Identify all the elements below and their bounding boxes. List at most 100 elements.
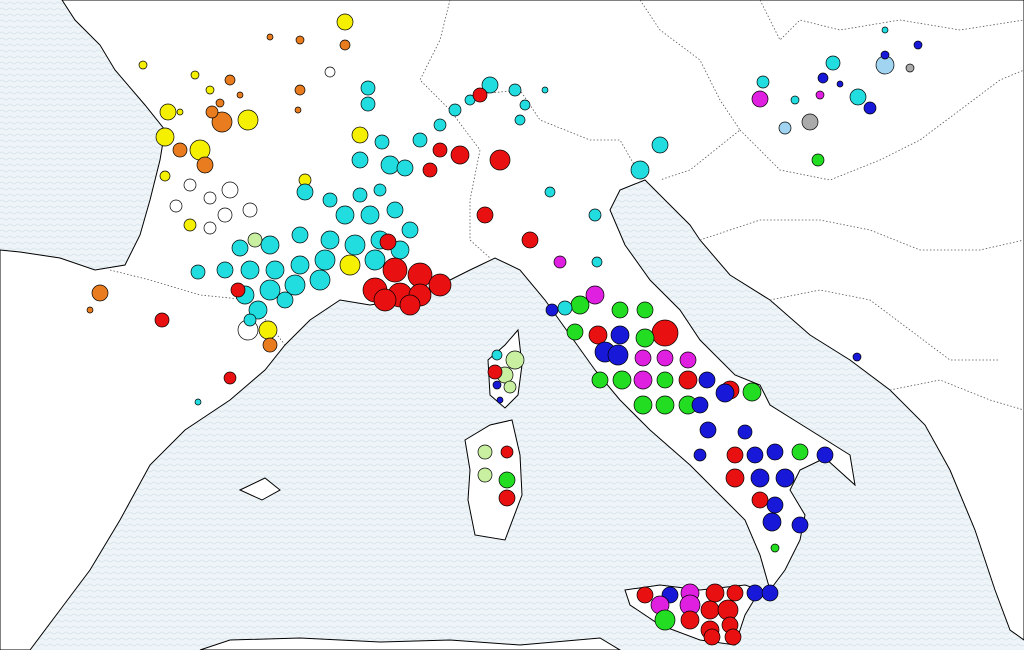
sample-circle <box>679 351 697 369</box>
sample-circle <box>364 249 386 271</box>
sample-circle <box>521 231 539 249</box>
sample-circle <box>407 262 433 288</box>
sample-circle <box>691 396 709 414</box>
sample-circle <box>585 285 605 305</box>
sample-circle <box>491 349 503 361</box>
sample-circle <box>553 255 567 269</box>
sample-circle <box>655 395 675 415</box>
sample-circle <box>223 371 237 385</box>
sample-circle <box>314 249 336 271</box>
sample-circle <box>496 396 504 404</box>
sample-circle <box>500 445 514 459</box>
sample-circle <box>651 319 679 347</box>
sample-circle <box>678 370 698 390</box>
sample-circle <box>155 127 175 147</box>
border <box>759 0 1024 41</box>
sample-circle <box>216 261 234 279</box>
sample-circle <box>260 235 280 255</box>
sample-circle <box>654 609 676 631</box>
sample-circle <box>508 83 522 97</box>
sample-circle <box>815 90 825 100</box>
sample-circle <box>380 155 400 175</box>
sample-circle <box>591 256 603 268</box>
sample-circle <box>610 325 630 345</box>
sample-circle <box>265 260 285 280</box>
sample-circle <box>211 111 233 133</box>
sample-circle <box>284 274 306 296</box>
sample-circle <box>294 106 302 114</box>
sample-circle <box>262 337 278 353</box>
sample-circle <box>762 512 782 532</box>
border <box>639 0 741 181</box>
sample-circle <box>751 491 769 509</box>
border <box>419 0 491 259</box>
sample-circle <box>91 284 109 302</box>
sample-circle <box>726 584 744 602</box>
sample-circle <box>336 13 354 31</box>
sample-circle <box>237 109 259 131</box>
border <box>889 379 1024 411</box>
sample-circle <box>544 186 556 198</box>
sample-circle <box>205 105 219 119</box>
sample-circle <box>746 584 764 602</box>
sample-circle <box>541 86 549 94</box>
sample-circle <box>154 312 170 328</box>
sample-circle <box>766 443 784 461</box>
sample-circle <box>775 468 795 488</box>
sample-circle <box>339 39 351 51</box>
sample-circle <box>634 349 652 367</box>
sample-circle <box>339 254 361 276</box>
sample-circle <box>633 370 653 390</box>
sample-circle <box>790 95 800 105</box>
sample-circle <box>276 291 294 309</box>
sample-circle <box>259 279 281 301</box>
sample-circle <box>503 380 517 394</box>
sample-circle <box>428 273 452 297</box>
sample-circle <box>360 205 380 225</box>
sample-circle <box>825 55 841 71</box>
sample-circle <box>344 234 366 256</box>
sample-circle <box>487 364 503 380</box>
border <box>699 219 1024 251</box>
sample-circle <box>705 583 725 603</box>
sample-circle <box>656 371 674 389</box>
africa <box>199 637 621 650</box>
sample-circle <box>477 467 493 483</box>
sample-circle <box>448 103 462 117</box>
sample-circle <box>351 151 369 169</box>
sample-circle <box>498 471 516 489</box>
sample-circle <box>751 90 769 108</box>
sample-circle <box>880 50 890 60</box>
sample-circle <box>588 325 608 345</box>
sample-circle <box>224 74 236 86</box>
sample-circle <box>290 255 310 275</box>
sample-circle <box>756 75 770 89</box>
sample-circle <box>373 288 397 312</box>
sample-circle <box>183 178 197 192</box>
sample-circle <box>505 350 525 370</box>
sample-circle <box>519 99 531 111</box>
sample-circle <box>724 628 742 646</box>
sample-circle <box>291 226 309 244</box>
sample-circle <box>852 352 862 362</box>
sample-circle <box>591 371 609 389</box>
sample-circle <box>203 221 217 235</box>
sample-circle <box>811 153 825 167</box>
sample-circle <box>725 468 745 488</box>
sample-circle <box>295 35 305 45</box>
sample-circle <box>86 306 94 314</box>
sample-circle <box>396 159 414 177</box>
sample-circle <box>294 84 306 96</box>
border <box>469 89 641 176</box>
sample-circle <box>248 300 268 320</box>
sample-circle <box>379 233 397 251</box>
sample-circle <box>791 516 809 534</box>
sample-circle <box>172 142 188 158</box>
sample-circle <box>401 221 419 239</box>
sample-circle <box>761 584 779 602</box>
sample-circle <box>373 183 387 197</box>
sample-circle <box>190 70 200 80</box>
sample-circle <box>196 156 214 174</box>
sample-circle <box>905 63 915 73</box>
